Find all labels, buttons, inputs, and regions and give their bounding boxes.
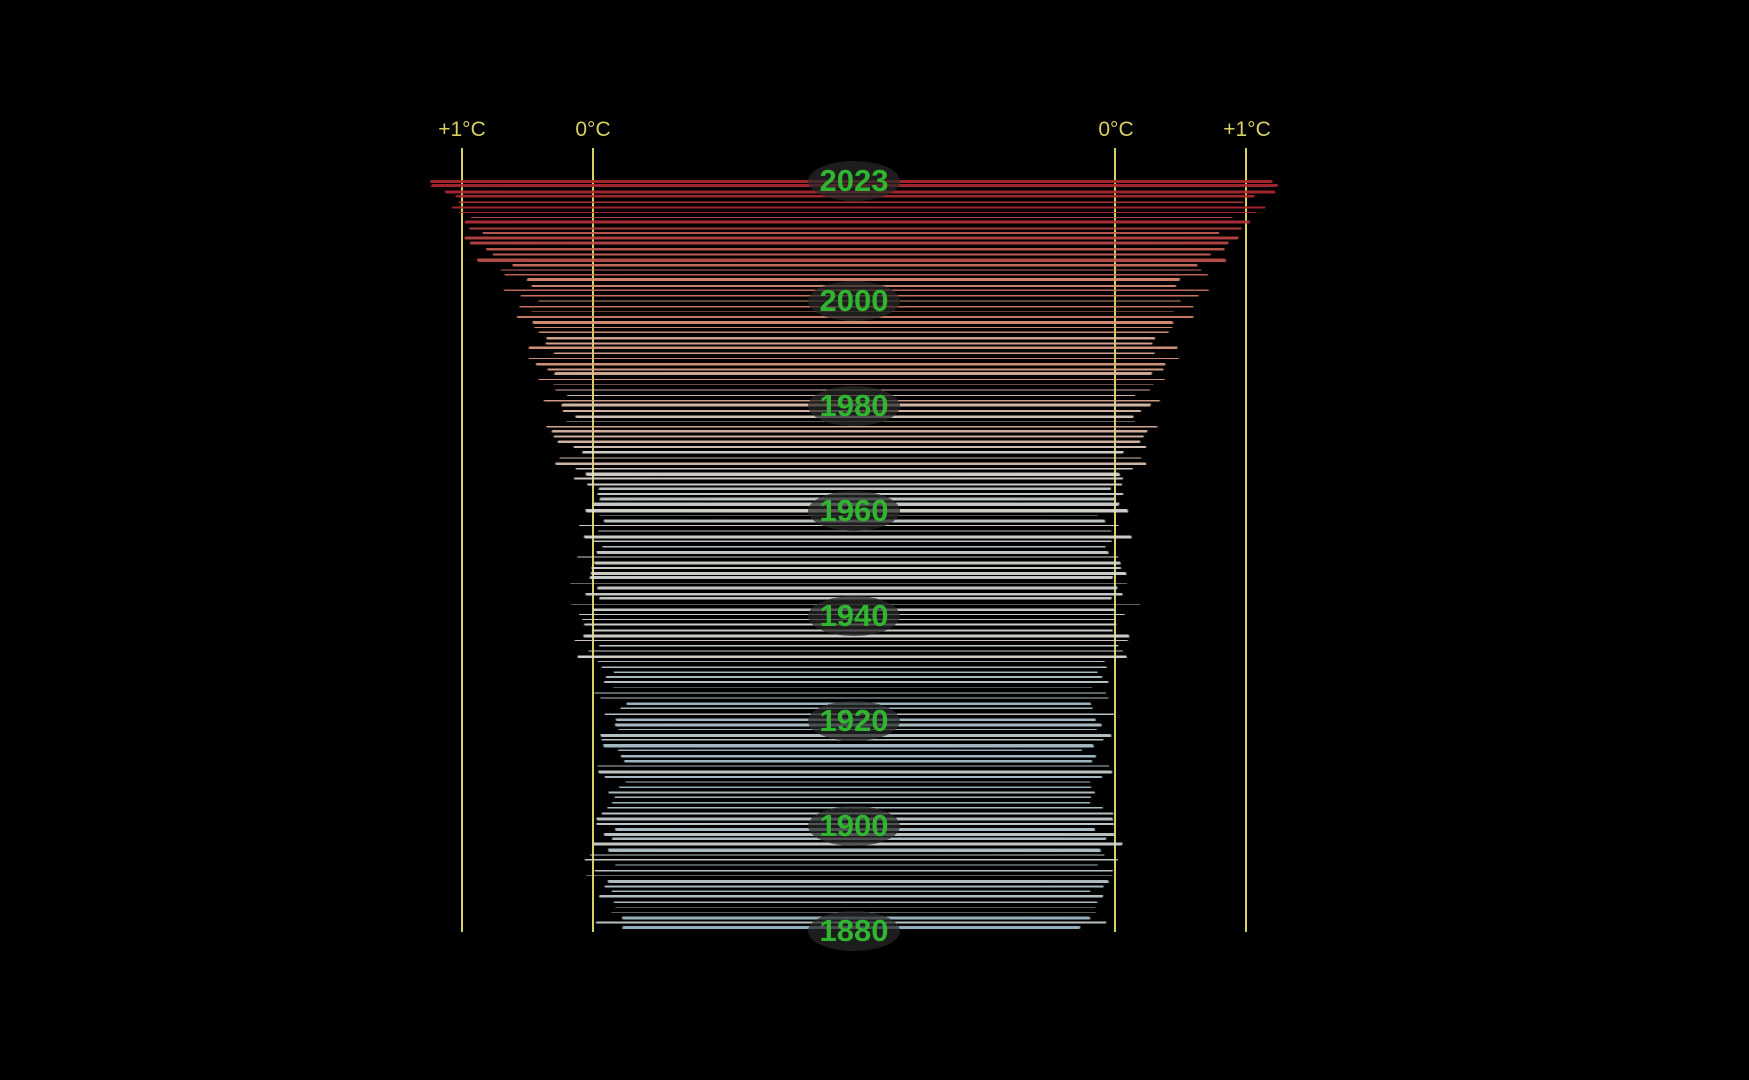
year-ring-1964 — [598, 485, 1112, 493]
year-ring-1910 — [598, 768, 1113, 776]
year-ring-1954 — [593, 537, 1112, 545]
year-ring-1944 — [585, 590, 1123, 598]
year-ring-1994 — [538, 328, 1169, 336]
year-ring-1965 — [587, 480, 1123, 488]
axis-label-right-plus1: +1°C — [1223, 118, 1271, 141]
year-ring-2007 — [512, 261, 1198, 269]
year-ring-2014 — [469, 225, 1242, 232]
year-badge-0 — [808, 161, 900, 201]
year-ring-2008 — [476, 256, 1227, 264]
year-ring-1928 — [605, 673, 1103, 681]
year-label-1900: 1900 — [820, 808, 889, 843]
axis-label-left-zero: 0°C — [575, 118, 610, 141]
year-ring-2018 — [451, 204, 1266, 211]
year-ring-1947 — [589, 573, 1114, 582]
year-ring-1992 — [545, 339, 1153, 347]
year-ring-2013 — [482, 229, 1220, 237]
year-ring-2012 — [464, 234, 1239, 242]
year-ring-1888 — [604, 883, 1104, 890]
year-ring-1969 — [555, 460, 1147, 468]
year-ring-1966 — [574, 475, 1124, 482]
year-ring-1973 — [557, 438, 1141, 446]
year-ring-2015 — [464, 218, 1251, 226]
year-badge-4 — [808, 596, 900, 636]
year-ring-1972 — [573, 443, 1147, 451]
year-ring-1906 — [608, 789, 1095, 796]
year-ring-1905 — [614, 793, 1092, 801]
year-ring-1909 — [604, 773, 1103, 781]
year-ring-1895 — [607, 846, 1101, 855]
year-label-2000: 2000 — [820, 283, 889, 318]
year-ring-1975 — [551, 427, 1148, 435]
year-ring-1945 — [597, 584, 1118, 592]
year-badge-5 — [808, 701, 900, 741]
year-ring-1913 — [620, 752, 1097, 760]
year-ring-1914 — [618, 746, 1082, 754]
year-ring-1948 — [590, 569, 1127, 577]
year-ring-2004 — [526, 275, 1181, 284]
year-ring-1987 — [547, 366, 1164, 373]
year-label-1960: 1960 — [820, 493, 889, 528]
year-ring-1885 — [613, 898, 1098, 906]
year-ring-1915 — [603, 742, 1094, 750]
year-ring-1988 — [535, 360, 1166, 368]
year-ring-1996 — [532, 319, 1174, 327]
year-badges — [808, 161, 900, 951]
year-ring-1932 — [577, 653, 1127, 661]
year-label-1920: 1920 — [820, 703, 889, 738]
axis-label-left-plus1: +1°C — [438, 118, 486, 141]
year-ring-1950 — [594, 559, 1121, 567]
year-ring-2019 — [458, 198, 1244, 206]
year-ring-1912 — [624, 757, 1093, 765]
year-ring-1993 — [546, 334, 1156, 342]
year-label-1940: 1940 — [820, 598, 889, 633]
year-ring-1991 — [528, 344, 1178, 352]
year-ring-1907 — [618, 783, 1092, 791]
year-ring-1967 — [585, 470, 1121, 478]
year-ring-1974 — [553, 433, 1144, 440]
year-badge-2 — [808, 386, 900, 426]
year-label-1880: 1880 — [820, 913, 889, 948]
year-ring-1889 — [607, 877, 1109, 886]
year-badge-1 — [808, 281, 900, 321]
year-ring-1927 — [603, 678, 1109, 686]
year-label-2023: 2023 — [820, 163, 889, 198]
year-badge-3 — [808, 491, 900, 531]
year-ring-1955 — [583, 533, 1132, 541]
year-label-1980: 1980 — [820, 388, 889, 423]
year-ring-1971 — [582, 448, 1124, 456]
axis-label-right-zero: 0°C — [1098, 118, 1133, 141]
year-badge-6 — [808, 806, 900, 846]
year-ring-1952 — [596, 548, 1109, 557]
year-ring-2011 — [469, 239, 1229, 247]
year-ring-2009 — [492, 251, 1211, 259]
year-ring-2010 — [486, 245, 1225, 253]
year-ring-1986 — [554, 369, 1153, 378]
year-badge-7 — [808, 911, 900, 951]
year-ring-1949 — [591, 564, 1122, 572]
year-ring-1930 — [601, 663, 1107, 671]
year-ring-1936 — [583, 632, 1130, 640]
year-ring-1886 — [599, 892, 1104, 900]
